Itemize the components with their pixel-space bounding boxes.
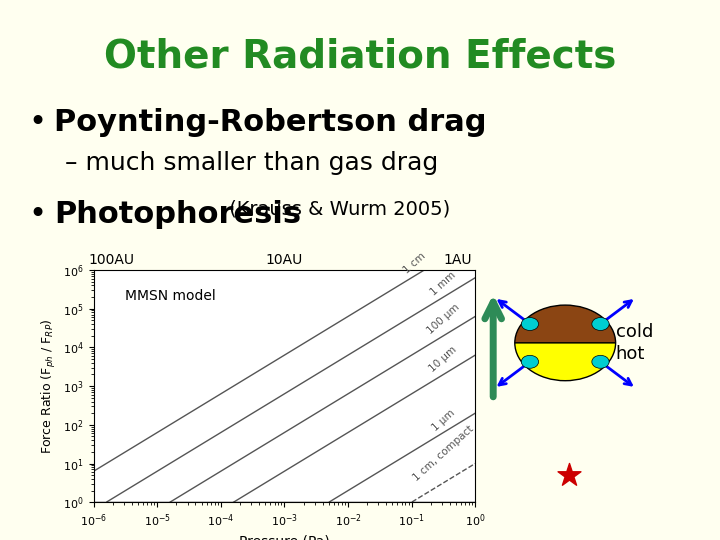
Wedge shape	[515, 305, 616, 343]
Text: hot: hot	[616, 345, 645, 363]
Text: 1AU: 1AU	[443, 253, 472, 267]
Text: 1 cm, compact: 1 cm, compact	[411, 423, 475, 483]
Point	[563, 471, 575, 480]
Text: 1 μm: 1 μm	[430, 407, 456, 433]
Text: cold: cold	[616, 323, 653, 341]
Text: •: •	[29, 108, 47, 137]
X-axis label: Pressure (Pa): Pressure (Pa)	[239, 534, 330, 540]
Text: 10AU: 10AU	[266, 253, 303, 267]
Text: 1 cm: 1 cm	[402, 251, 428, 276]
Text: – much smaller than gas drag: – much smaller than gas drag	[65, 151, 438, 175]
Text: 100 μm: 100 μm	[426, 302, 462, 336]
Text: Other Radiation Effects: Other Radiation Effects	[104, 38, 616, 76]
Text: Photophoresis: Photophoresis	[54, 200, 301, 229]
Circle shape	[592, 355, 609, 368]
Text: 1 mm: 1 mm	[429, 269, 458, 297]
Text: 100AU: 100AU	[89, 253, 135, 267]
Circle shape	[592, 318, 609, 330]
Circle shape	[521, 318, 539, 330]
Circle shape	[521, 355, 539, 368]
Text: (Krauss & Wurm 2005): (Krauss & Wurm 2005)	[223, 200, 451, 219]
Wedge shape	[515, 343, 616, 381]
Text: MMSN model: MMSN model	[125, 289, 216, 303]
Text: Poynting-Robertson drag: Poynting-Robertson drag	[54, 108, 487, 137]
Text: 10 μm: 10 μm	[428, 345, 459, 375]
Y-axis label: Force Ratio (F$_{ph}$ / F$_{RP}$): Force Ratio (F$_{ph}$ / F$_{RP}$)	[40, 319, 58, 454]
Text: •: •	[29, 200, 47, 229]
